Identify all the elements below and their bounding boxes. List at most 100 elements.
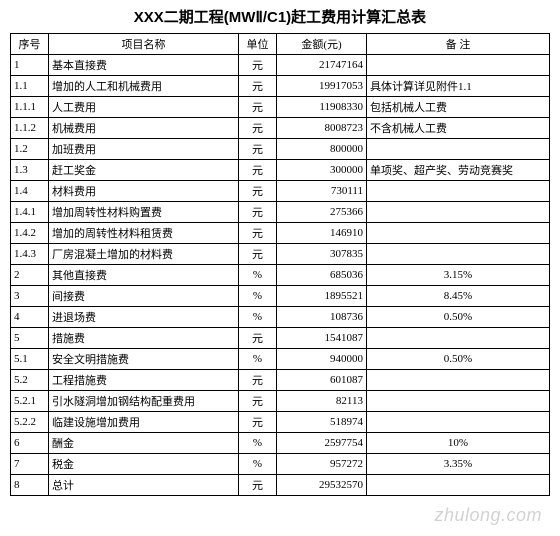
cell-amount: 8008723 [277, 118, 367, 139]
table-row: 1.1.2机械费用元8008723不含机械人工费 [11, 118, 550, 139]
cell-seq: 1.4.3 [11, 244, 49, 265]
cell-note [367, 55, 550, 76]
cost-table: 序号 项目名称 单位 金额(元) 备 注 1基本直接费元217471641.1增… [10, 33, 550, 496]
table-row: 1.4.2增加的周转性材料租赁费元146910 [11, 223, 550, 244]
cell-amount: 146910 [277, 223, 367, 244]
cell-unit: 元 [239, 97, 277, 118]
cell-amount: 300000 [277, 160, 367, 181]
table-row: 6酬金%259775410% [11, 433, 550, 454]
cell-seq: 5.1 [11, 349, 49, 370]
cell-name: 引水隧洞增加钢结构配重费用 [49, 391, 239, 412]
cell-name: 机械费用 [49, 118, 239, 139]
cell-amount: 82113 [277, 391, 367, 412]
cell-amount: 29532570 [277, 475, 367, 496]
cell-name: 赶工奖金 [49, 160, 239, 181]
cell-amount: 1895521 [277, 286, 367, 307]
cell-note [367, 139, 550, 160]
cell-amount: 685036 [277, 265, 367, 286]
cell-unit: % [239, 433, 277, 454]
cell-amount: 601087 [277, 370, 367, 391]
table-row: 1.1增加的人工和机械费用元19917053具体计算详见附件1.1 [11, 76, 550, 97]
cell-seq: 2 [11, 265, 49, 286]
cell-seq: 1.1.2 [11, 118, 49, 139]
table-row: 5.2工程措施费元601087 [11, 370, 550, 391]
cell-name: 增加的周转性材料租赁费 [49, 223, 239, 244]
cell-name: 其他直接费 [49, 265, 239, 286]
cell-seq: 7 [11, 454, 49, 475]
cell-unit: 元 [239, 76, 277, 97]
cell-name: 间接费 [49, 286, 239, 307]
cell-unit: 元 [239, 244, 277, 265]
cell-note: 具体计算详见附件1.1 [367, 76, 550, 97]
table-row: 5.2.2临建设施增加费用元518974 [11, 412, 550, 433]
cell-note [367, 223, 550, 244]
cell-seq: 5.2.1 [11, 391, 49, 412]
table-row: 2其他直接费%6850363.15% [11, 265, 550, 286]
cell-name: 增加周转性材料购置费 [49, 202, 239, 223]
header-unit: 单位 [239, 34, 277, 55]
cell-amount: 730111 [277, 181, 367, 202]
cell-seq: 1.2 [11, 139, 49, 160]
table-row: 4进退场费%1087360.50% [11, 307, 550, 328]
cell-name: 人工费用 [49, 97, 239, 118]
cell-note: 0.50% [367, 349, 550, 370]
cell-amount: 2597754 [277, 433, 367, 454]
cell-name: 增加的人工和机械费用 [49, 76, 239, 97]
cell-amount: 957272 [277, 454, 367, 475]
cell-unit: 元 [239, 328, 277, 349]
cell-amount: 1541087 [277, 328, 367, 349]
cell-seq: 5.2.2 [11, 412, 49, 433]
cell-note [367, 370, 550, 391]
cell-amount: 21747164 [277, 55, 367, 76]
cell-note [367, 328, 550, 349]
cell-note: 3.35% [367, 454, 550, 475]
cell-unit: 元 [239, 118, 277, 139]
cell-amount: 108736 [277, 307, 367, 328]
table-row: 1.4材料费用元730111 [11, 181, 550, 202]
cell-unit: % [239, 265, 277, 286]
cell-note [367, 244, 550, 265]
table-row: 7税金%9572723.35% [11, 454, 550, 475]
cell-unit: 元 [239, 181, 277, 202]
table-row: 3间接费%18955218.45% [11, 286, 550, 307]
cell-note [367, 412, 550, 433]
cell-seq: 8 [11, 475, 49, 496]
cell-unit: % [239, 349, 277, 370]
cell-seq: 1.1.1 [11, 97, 49, 118]
table-row: 1.4.3厂房混凝土增加的材料费元307835 [11, 244, 550, 265]
cell-amount: 275366 [277, 202, 367, 223]
header-note: 备 注 [367, 34, 550, 55]
table-row: 5.1安全文明措施费%9400000.50% [11, 349, 550, 370]
cell-unit: 元 [239, 412, 277, 433]
cell-unit: 元 [239, 370, 277, 391]
cell-name: 酬金 [49, 433, 239, 454]
cell-seq: 5.2 [11, 370, 49, 391]
cell-unit: 元 [239, 223, 277, 244]
cell-unit: 元 [239, 160, 277, 181]
cell-amount: 940000 [277, 349, 367, 370]
table-row: 5.2.1引水隧洞增加钢结构配重费用元82113 [11, 391, 550, 412]
cell-note [367, 475, 550, 496]
cell-name: 工程措施费 [49, 370, 239, 391]
cell-name: 措施费 [49, 328, 239, 349]
cell-unit: 元 [239, 202, 277, 223]
cell-unit: % [239, 307, 277, 328]
table-row: 1基本直接费元21747164 [11, 55, 550, 76]
cell-unit: % [239, 454, 277, 475]
cell-seq: 1.3 [11, 160, 49, 181]
page-title: XXX二期工程(MWⅡ/C1)赶工费用计算汇总表 [10, 6, 550, 27]
cell-name: 加班费用 [49, 139, 239, 160]
cell-name: 临建设施增加费用 [49, 412, 239, 433]
cell-seq: 1.4.1 [11, 202, 49, 223]
cell-note: 10% [367, 433, 550, 454]
cell-name: 厂房混凝土增加的材料费 [49, 244, 239, 265]
cell-note: 不含机械人工费 [367, 118, 550, 139]
table-header-row: 序号 项目名称 单位 金额(元) 备 注 [11, 34, 550, 55]
cell-name: 材料费用 [49, 181, 239, 202]
cell-note [367, 202, 550, 223]
cell-note: 8.45% [367, 286, 550, 307]
cell-seq: 3 [11, 286, 49, 307]
cell-seq: 5 [11, 328, 49, 349]
cell-unit: 元 [239, 55, 277, 76]
header-name: 项目名称 [49, 34, 239, 55]
